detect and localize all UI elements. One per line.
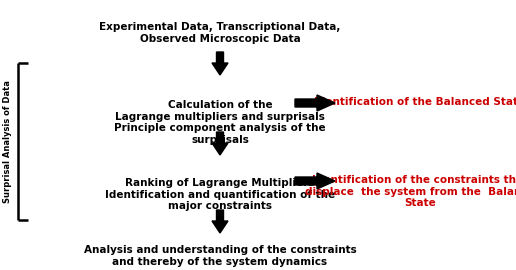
Text: Analysis and understanding of the constraints
and thereby of the system dynamics: Analysis and understanding of the constr… bbox=[84, 245, 357, 266]
Polygon shape bbox=[212, 210, 228, 233]
Text: Identification of the Balanced State: Identification of the Balanced State bbox=[314, 97, 516, 107]
Text: Identification of the constraints that
displace  the system from the  Balance
St: Identification of the constraints that d… bbox=[305, 175, 516, 208]
Polygon shape bbox=[212, 52, 228, 75]
Polygon shape bbox=[212, 132, 228, 155]
Text: Experimental Data, Transcriptional Data,
Observed Microscopic Data: Experimental Data, Transcriptional Data,… bbox=[99, 22, 341, 43]
Polygon shape bbox=[295, 173, 335, 189]
Text: Ranking of Lagrange Multipliers
Identification and quantification of the
major c: Ranking of Lagrange Multipliers Identifi… bbox=[105, 178, 335, 211]
Text: Surprisal Analysis of Data: Surprisal Analysis of Data bbox=[4, 80, 12, 203]
Text: Calculation of the
Lagrange multipliers and surprisals
Principle component analy: Calculation of the Lagrange multipliers … bbox=[114, 100, 326, 145]
Polygon shape bbox=[295, 95, 335, 111]
